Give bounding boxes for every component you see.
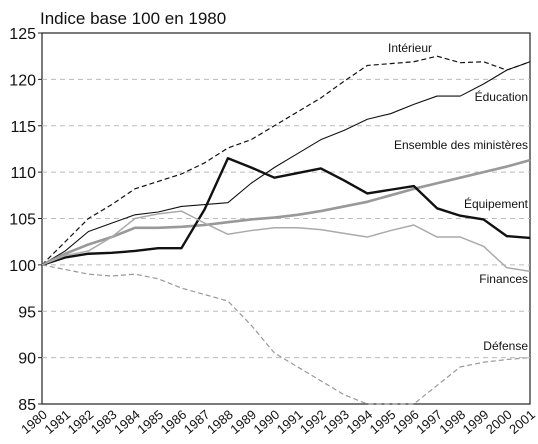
series-line [41, 157, 531, 267]
series-line [41, 55, 531, 266]
y-tick-label: 85 [18, 397, 36, 414]
series-line [41, 158, 531, 267]
series-label: Équipement [464, 196, 529, 211]
series-line [41, 61, 531, 266]
y-tick-label: 90 [18, 351, 36, 368]
y-tick-label: 120 [9, 72, 36, 89]
series-label: Défense [483, 339, 528, 353]
y-tick-label: 100 [9, 258, 36, 275]
series-label: Éducation [475, 89, 528, 104]
x-tick-label: 2001 [506, 407, 538, 437]
y-tick-label: 110 [10, 165, 36, 182]
series-label: Intérieur [388, 41, 432, 55]
y-tick-label: 95 [18, 304, 36, 321]
y-tick-label: 115 [10, 119, 36, 136]
y-tick-label: 125 [9, 26, 36, 43]
series-label: Ensemble des ministères [394, 138, 528, 152]
series-label: Finances [479, 272, 528, 286]
y-tick-label: 105 [9, 212, 36, 229]
chart-title: Indice base 100 en 1980 [40, 9, 226, 28]
series-line [41, 210, 531, 273]
series-line [41, 264, 531, 405]
